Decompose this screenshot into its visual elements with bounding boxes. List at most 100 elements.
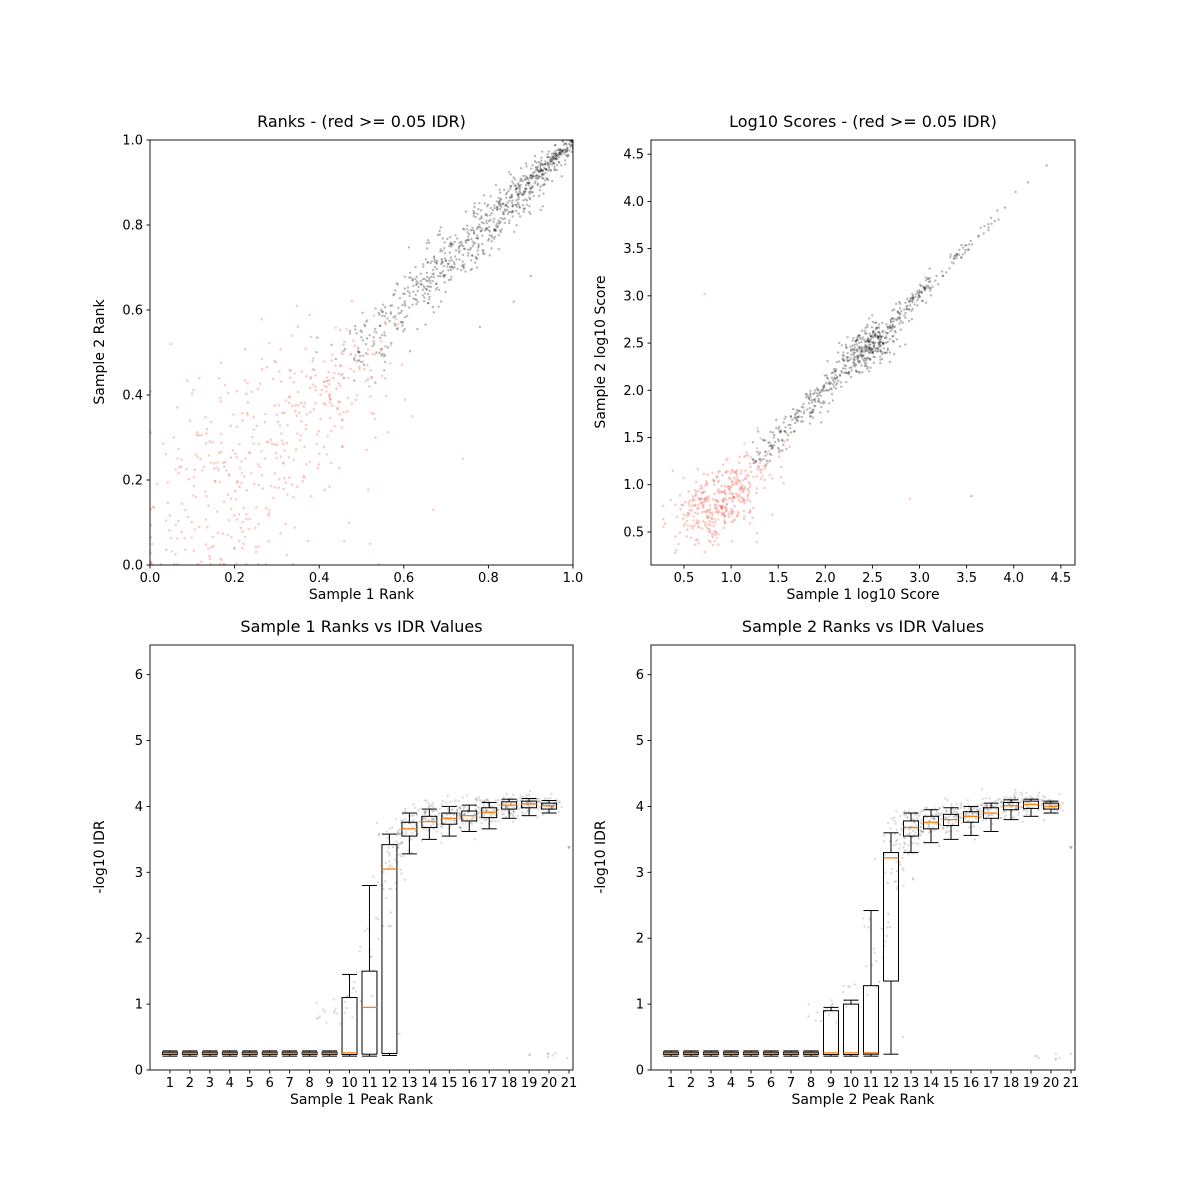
x-tick-label: 21 [561,1076,578,1091]
sample2-rank-idr-boxplot-plot-area [663,788,1073,1061]
x-tick-label: 10 [843,1076,860,1091]
x-tick-label: 2 [687,1076,695,1091]
idr-point-rank21 [567,845,571,849]
x-tick-label: 15 [441,1076,458,1091]
plot-sample1-box-title: Sample 1 Ranks vs IDR Values [240,617,483,636]
plot-sample1-box-xlabel: Sample 1 Peak Rank [290,1092,433,1108]
plot-scores-title: Log10 Scores - (red >= 0.05 IDR) [729,112,997,131]
y-tick-label: 4.5 [623,148,644,163]
x-tick-label: 13 [903,1076,920,1091]
sample1-rank-idr-boxplot-boxes [161,798,558,1057]
x-tick-label: 4 [226,1076,234,1091]
y-tick-label: 1.0 [623,478,644,493]
sample2-rank-idr-boxplot-tick-marks [647,674,1072,1074]
plot-sample2-box-xlabel: Sample 2 Peak Rank [791,1092,935,1108]
x-tick-label: 4.0 [1003,571,1024,586]
y-tick-label: 4 [135,800,143,815]
idr-above-threshold-red [661,292,912,554]
x-tick-label: 18 [501,1076,518,1091]
sample1-rank-idr-boxplot-tick-marks [146,674,570,1074]
plot-sample2-box-ylabel: -log10 IDR [593,820,609,894]
x-tick-label: 8 [807,1076,815,1091]
x-tick-label: 3.0 [909,571,930,586]
idr-below-threshold-gray [315,140,573,384]
x-tick-label: 4 [727,1076,735,1091]
x-tick-label: 1 [166,1076,174,1091]
idr-point-rank21 [1069,845,1073,849]
y-tick-label: 0.2 [122,474,143,489]
x-tick-label: 5 [747,1076,755,1091]
y-tick-label: 0.5 [623,525,644,540]
x-tick-label: 17 [481,1076,498,1091]
x-tick-label: 1.0 [721,571,742,586]
y-tick-label: 1 [135,998,143,1013]
x-tick-label: 14 [923,1076,940,1091]
x-tick-label: 0.8 [478,571,499,586]
x-tick-label: 12 [883,1076,900,1091]
y-tick-label: 0.6 [122,304,143,319]
x-tick-label: 18 [1003,1076,1020,1091]
y-tick-label: 4 [636,800,644,815]
y-tick-label: 2 [135,932,143,947]
x-tick-label: 6 [767,1076,775,1091]
x-tick-label: 1.0 [563,571,584,586]
x-tick-label: 15 [943,1076,960,1091]
plot-ranks-title: Ranks - (red >= 0.05 IDR) [257,112,466,131]
log10-scores-scatter-plot-area [661,164,1048,554]
x-tick-label: 1.5 [768,571,789,586]
plot-ranks-ylabel: Sample 2 Rank [92,299,108,405]
x-tick-label: 13 [401,1076,418,1091]
ranks-scatter-tick-labels: 0.0 0.2 0.4 0.6 0.8 1.0 0.0 0.2 0.4 0.6 0.8 1.0 [122,134,583,587]
x-tick-label: 12 [381,1076,398,1091]
x-tick-label: 20 [541,1076,558,1091]
ranks-scatter-spines [149,139,574,566]
x-tick-label: 7 [286,1076,294,1091]
log10-scores-scatter-tick-marks [647,153,1062,569]
x-tick-label: 4.5 [1051,571,1072,586]
x-tick-label: 11 [863,1076,880,1091]
x-tick-label: 14 [421,1076,438,1091]
y-tick-label: 1.0 [122,134,143,149]
y-tick-label: 0.0 [122,559,143,574]
y-tick-label: 2 [636,932,644,947]
idr-points-faint [807,788,1073,1061]
x-tick-label: 2.0 [815,571,836,586]
x-tick-label: 0.2 [224,571,245,586]
x-tick-label: 3 [707,1076,715,1091]
y-tick-label: 2.0 [623,384,644,399]
x-tick-label: 0.6 [393,571,414,586]
y-tick-label: 6 [636,668,644,683]
x-tick-label: 2 [186,1076,194,1091]
sample2-rank-idr-boxplot-boxes [663,798,1059,1057]
y-tick-label: 3.0 [623,289,644,304]
x-tick-label: 0.4 [309,571,330,586]
x-tick-label: 7 [787,1076,795,1091]
idr-points-faint [315,790,569,1060]
sample1-rank-idr-boxplot-spines [149,644,574,1071]
y-tick-label: 0.8 [122,219,143,234]
x-tick-label: 0.5 [674,571,695,586]
idr-above-threshold-red [150,299,465,565]
plot-ranks-xlabel: Sample 1 Rank [308,587,415,603]
y-tick-label: 0 [135,1064,143,1079]
x-tick-label: 19 [1023,1076,1040,1091]
y-tick-label: 0.4 [122,389,143,404]
y-tick-label: 6 [135,668,143,683]
x-tick-label: 1 [667,1076,675,1091]
y-tick-label: 3 [135,866,143,881]
x-tick-label: 20 [1043,1076,1060,1091]
y-tick-label: 2.5 [623,337,644,352]
idr-below-threshold-gray [751,164,1048,498]
x-tick-label: 2.5 [862,571,883,586]
x-tick-label: 21 [1063,1076,1080,1091]
x-tick-label: 3 [206,1076,214,1091]
plot-sample1-box-ylabel: -log10 IDR [92,820,108,894]
x-tick-label: 16 [963,1076,980,1091]
log10-scores-scatter-spines [650,139,1076,566]
x-tick-label: 5 [246,1076,254,1091]
y-tick-label: 0 [636,1064,644,1079]
x-tick-label: 6 [266,1076,274,1091]
y-tick-label: 1 [636,998,644,1013]
